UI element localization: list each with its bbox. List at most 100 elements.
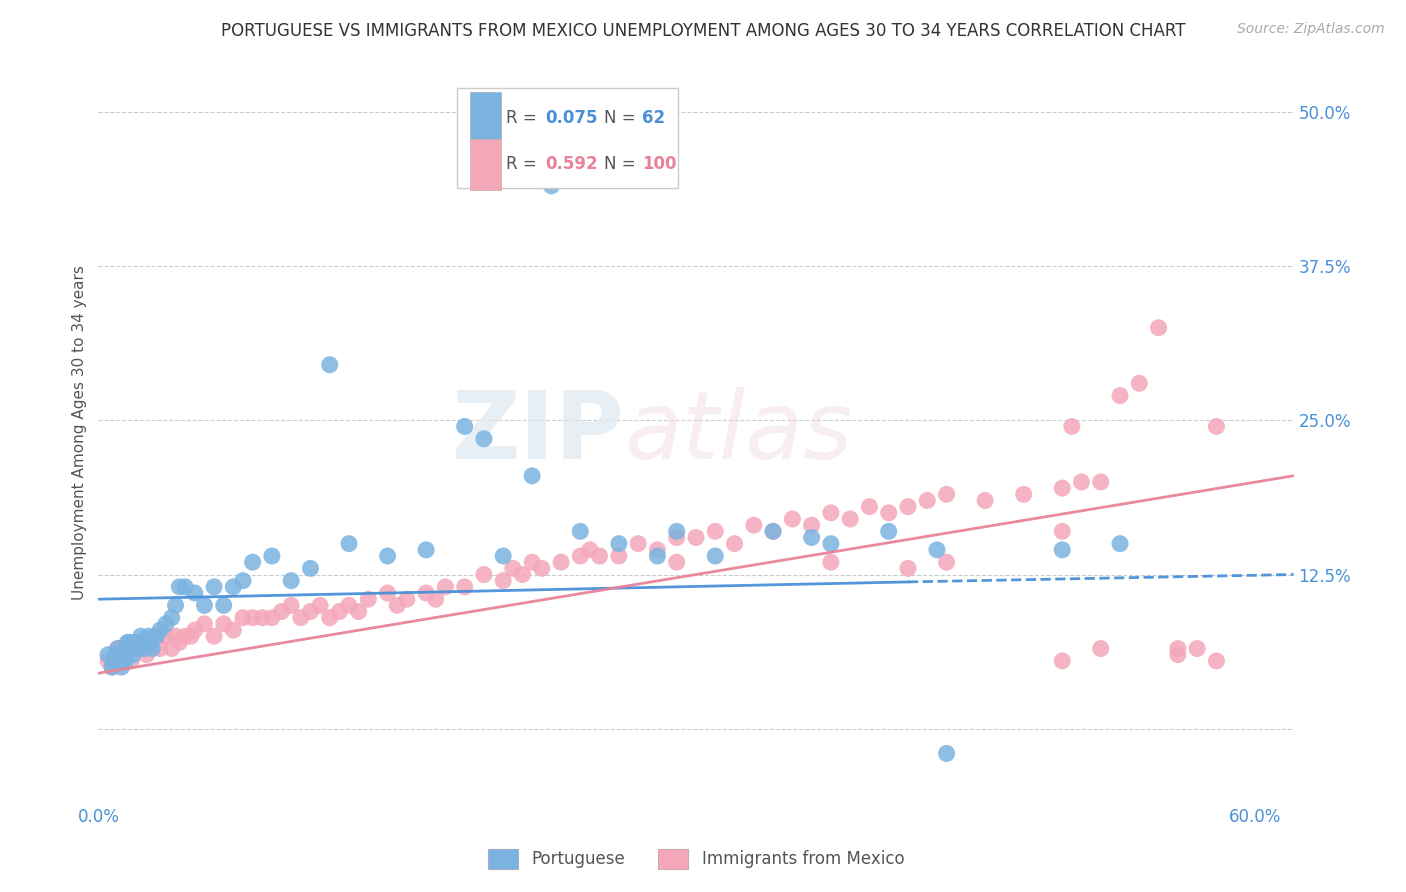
Point [124, 641, 146, 656]
Point [139, 635, 162, 649]
Point [492, 549, 515, 563]
Point [1090, 475, 1112, 489]
Point [160, 611, 183, 625]
Point [347, 605, 370, 619]
Point [782, 512, 804, 526]
Point [925, 542, 948, 557]
Point [101, 660, 124, 674]
Point [588, 549, 610, 563]
Point [280, 599, 302, 613]
Point [107, 641, 129, 656]
Point [434, 580, 457, 594]
Point [103, 654, 125, 668]
FancyBboxPatch shape [470, 138, 501, 190]
Point [820, 555, 842, 569]
Point [202, 629, 225, 643]
Point [569, 549, 592, 563]
Point [540, 178, 562, 193]
Point [1060, 419, 1083, 434]
Point [212, 616, 235, 631]
Point [520, 555, 543, 569]
Point [299, 605, 322, 619]
Point [415, 542, 437, 557]
Point [149, 623, 172, 637]
Text: N =: N = [605, 109, 641, 127]
Text: atlas: atlas [624, 387, 852, 478]
Point [280, 574, 302, 588]
Point [299, 561, 322, 575]
Point [1050, 542, 1073, 557]
Point [129, 629, 152, 643]
Point [103, 654, 125, 668]
Point [877, 506, 900, 520]
Point [1109, 389, 1132, 403]
Point [149, 641, 172, 656]
Point [723, 536, 745, 550]
Point [472, 432, 495, 446]
Point [155, 616, 177, 631]
Point [193, 599, 215, 613]
Point [377, 586, 399, 600]
Point [607, 549, 630, 563]
Point [1205, 419, 1227, 434]
Point [820, 506, 842, 520]
Y-axis label: Unemployment Among Ages 30 to 34 years: Unemployment Among Ages 30 to 34 years [72, 265, 87, 600]
Point [242, 611, 264, 625]
Point [252, 611, 274, 625]
Point [145, 629, 167, 643]
Point [117, 635, 139, 649]
Point [395, 592, 418, 607]
Point [242, 555, 264, 569]
Point [935, 747, 957, 761]
Point [858, 500, 880, 514]
Point [132, 635, 155, 649]
Point [665, 524, 688, 539]
Point [155, 629, 177, 643]
Point [174, 580, 197, 594]
Point [800, 531, 823, 545]
Point [839, 512, 862, 526]
Point [122, 635, 145, 649]
Point [935, 487, 957, 501]
Point [704, 524, 727, 539]
Point [222, 623, 245, 637]
Point [647, 549, 669, 563]
Point [165, 629, 187, 643]
Legend: Portuguese, Immigrants from Mexico: Portuguese, Immigrants from Mexico [488, 849, 904, 869]
Point [97, 648, 120, 662]
Point [877, 524, 900, 539]
Point [139, 635, 162, 649]
Point [550, 555, 572, 569]
Point [174, 629, 197, 643]
Point [1050, 524, 1073, 539]
Point [309, 599, 332, 613]
Point [319, 358, 342, 372]
Point [453, 580, 475, 594]
Point [180, 629, 202, 643]
Point [117, 641, 139, 656]
Point [169, 635, 191, 649]
Point [104, 648, 127, 662]
Point [502, 561, 524, 575]
Point [222, 580, 245, 594]
Point [112, 648, 135, 662]
Point [385, 599, 409, 613]
Point [897, 500, 920, 514]
FancyBboxPatch shape [457, 88, 678, 188]
Point [135, 635, 157, 649]
Point [665, 531, 688, 545]
Point [97, 654, 120, 668]
Point [1147, 320, 1170, 334]
Point [319, 611, 342, 625]
FancyBboxPatch shape [470, 93, 501, 144]
Point [579, 542, 602, 557]
Point [134, 641, 156, 656]
Point [184, 586, 207, 600]
Point [232, 574, 254, 588]
Point [492, 574, 515, 588]
Text: R =: R = [506, 155, 541, 173]
Point [357, 592, 380, 607]
Point [1128, 376, 1150, 391]
Point [145, 629, 167, 643]
Point [800, 518, 823, 533]
